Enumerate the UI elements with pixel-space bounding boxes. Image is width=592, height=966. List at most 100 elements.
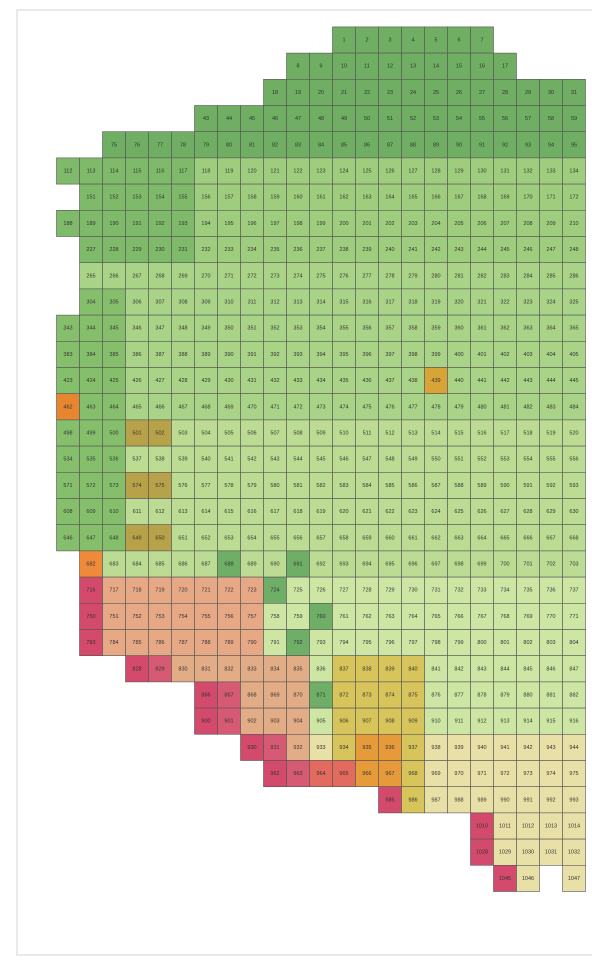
cell-label: 503 — [178, 430, 187, 436]
cell-label: 534 — [63, 457, 72, 463]
cell-label: 687 — [201, 561, 210, 567]
cell-label: 685 — [155, 561, 164, 567]
cell-label: 501 — [132, 430, 141, 436]
cell-label: 764 — [408, 614, 417, 620]
cell-label: 309 — [201, 299, 210, 305]
cell-label: 429 — [201, 378, 210, 384]
cell-label: 8 — [296, 64, 299, 70]
cell-label: 649 — [132, 535, 141, 541]
cell-label: 700 — [500, 561, 509, 567]
cell-label: 1014 — [568, 823, 580, 829]
cell-label: 498 — [63, 430, 72, 436]
cell-label: 869 — [270, 692, 279, 698]
cell-label: 403 — [523, 352, 532, 358]
cell-label: 121 — [270, 168, 279, 174]
cell-label: 346 — [132, 326, 141, 332]
cell-label: 20 — [318, 90, 324, 96]
cell-label: 469 — [224, 404, 233, 410]
cell-label: 356 — [362, 326, 371, 332]
cell-label: 844 — [500, 666, 509, 672]
cell-label: 867 — [224, 692, 233, 698]
cell-label: 500 — [109, 430, 118, 436]
cell-label: 15 — [456, 64, 462, 70]
cell-label: 404 — [546, 352, 555, 358]
cell-label: 771 — [569, 614, 578, 620]
cell-label: 554 — [523, 457, 532, 463]
cell-label: 127 — [408, 168, 417, 174]
cell-label: 689 — [247, 561, 256, 567]
cell-label: 391 — [247, 352, 256, 358]
cell-label: 323 — [523, 299, 532, 305]
cell-label: 241 — [408, 247, 417, 253]
cell-label: 358 — [408, 326, 417, 332]
cell-label: 229 — [132, 247, 141, 253]
cell-label: 718 — [132, 588, 141, 594]
cell-label: 646 — [63, 535, 72, 541]
cell-label: 166 — [431, 195, 440, 201]
cell-label: 993 — [569, 797, 578, 803]
cell-label: 759 — [293, 614, 302, 620]
cell-label: 802 — [523, 640, 532, 646]
cell-label: 423 — [63, 378, 72, 384]
cell-label: 118 — [202, 168, 211, 174]
cell-label: 692 — [316, 561, 325, 567]
cell-label: 279 — [408, 273, 417, 279]
cell-label: 874 — [385, 692, 394, 698]
cell-label: 840 — [408, 666, 417, 672]
cell-label: 245 — [500, 247, 509, 253]
cell-label: 304 — [86, 299, 95, 305]
cell-label: 425 — [109, 378, 118, 384]
cell-label: 114 — [110, 168, 119, 174]
cell-label: 517 — [500, 430, 509, 436]
cell-label: 1011 — [499, 823, 511, 829]
cell-label: 799 — [454, 640, 463, 646]
cell-label: 792 — [293, 640, 302, 646]
cell-label: 767 — [477, 614, 486, 620]
cell-label: 310 — [224, 299, 233, 305]
cell-label: 389 — [201, 352, 210, 358]
cell-label: 553 — [500, 457, 509, 463]
cell-label: 763 — [385, 614, 394, 620]
cell-label: 836 — [316, 666, 325, 672]
cell-label: 76 — [134, 142, 140, 148]
cell-label: 755 — [201, 614, 210, 620]
cell-label: 286 — [569, 273, 578, 279]
cell-label: 271 — [224, 273, 233, 279]
cell-label: 732 — [454, 588, 463, 594]
cell-label: 243 — [454, 247, 463, 253]
cell-label: 905 — [316, 719, 325, 725]
cell-label: 242 — [431, 247, 440, 253]
cell-label: 49 — [341, 116, 347, 122]
cell-label: 363 — [523, 326, 532, 332]
cell-label: 868 — [247, 692, 256, 698]
cell-label: 916 — [569, 719, 578, 725]
cell-label: 788 — [201, 640, 210, 646]
cell-label: 93 — [525, 142, 531, 148]
cell-label: 285 — [546, 273, 555, 279]
cell-label: 970 — [454, 771, 463, 777]
cell-label: 727 — [339, 588, 348, 594]
cell-label: 648 — [109, 535, 118, 541]
cell-label: 124 — [339, 168, 348, 174]
cell-label: 539 — [178, 457, 187, 463]
cell-label: 281 — [454, 273, 463, 279]
cell-label: 838 — [362, 666, 371, 672]
cell-label: 193 — [178, 221, 187, 227]
cell-label: 791 — [270, 640, 279, 646]
screenshot: 1234567891011121314151617181920212223242… — [0, 0, 592, 966]
cell-label: 789 — [224, 640, 233, 646]
cell-label: 481 — [500, 404, 509, 410]
cell-label: 424 — [86, 378, 95, 384]
cell-label: 158 — [247, 195, 256, 201]
cell-label: 162 — [339, 195, 348, 201]
cell-label: 201 — [362, 221, 371, 227]
cell-label: 438 — [408, 378, 417, 384]
cell-label: 11 — [364, 64, 370, 70]
cell-label: 463 — [86, 404, 95, 410]
cell-label: 322 — [500, 299, 509, 305]
cell-label: 171 — [546, 195, 555, 201]
cell-label: 881 — [546, 692, 555, 698]
cell-label: 768 — [500, 614, 509, 620]
cell-label: 203 — [408, 221, 417, 227]
cell-label: 785 — [132, 640, 141, 646]
